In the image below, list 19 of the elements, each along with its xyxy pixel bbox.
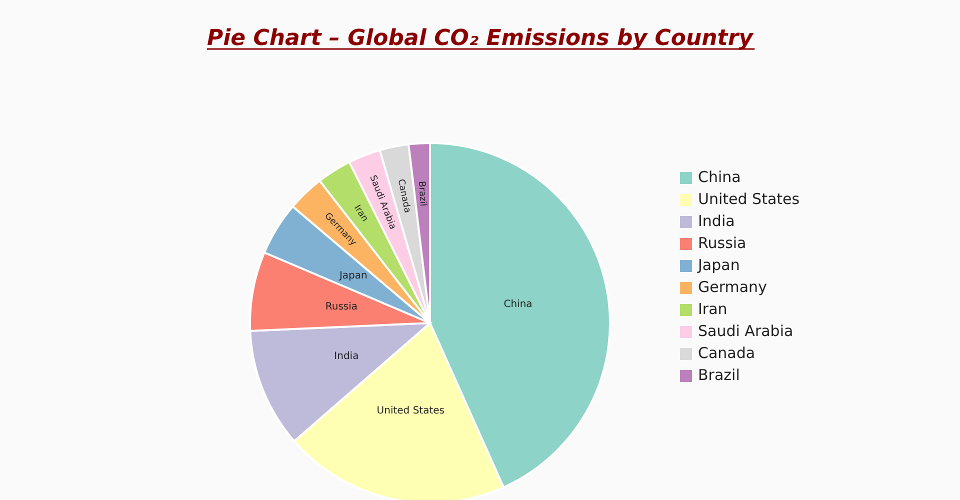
slice-label: Canada [395,178,412,214]
slice-label: China [504,298,532,310]
slice-label: India [334,351,359,362]
legend-label: China [698,168,741,186]
legend-label: Russia [698,234,746,252]
slice-label: Brazil [416,180,428,206]
legend-label: United States [698,190,800,208]
slice-label: Russia [325,302,358,313]
legend-label: India [698,212,735,230]
legend-label: Canada [698,344,756,362]
legend-label: Saudi Arabia [698,322,794,340]
legend-label: Brazil [698,366,740,384]
chart-title: Pie Chart – Global CO₂ Emissions by Country [206,26,755,51]
legend-label: Germany [698,278,768,296]
slice-label: Japan [338,270,368,282]
slice-label: United States [376,406,445,417]
slice-label: Saudi Arabia [367,174,398,231]
legend-label: Japan [697,256,740,274]
legend-label: Iran [698,300,728,318]
